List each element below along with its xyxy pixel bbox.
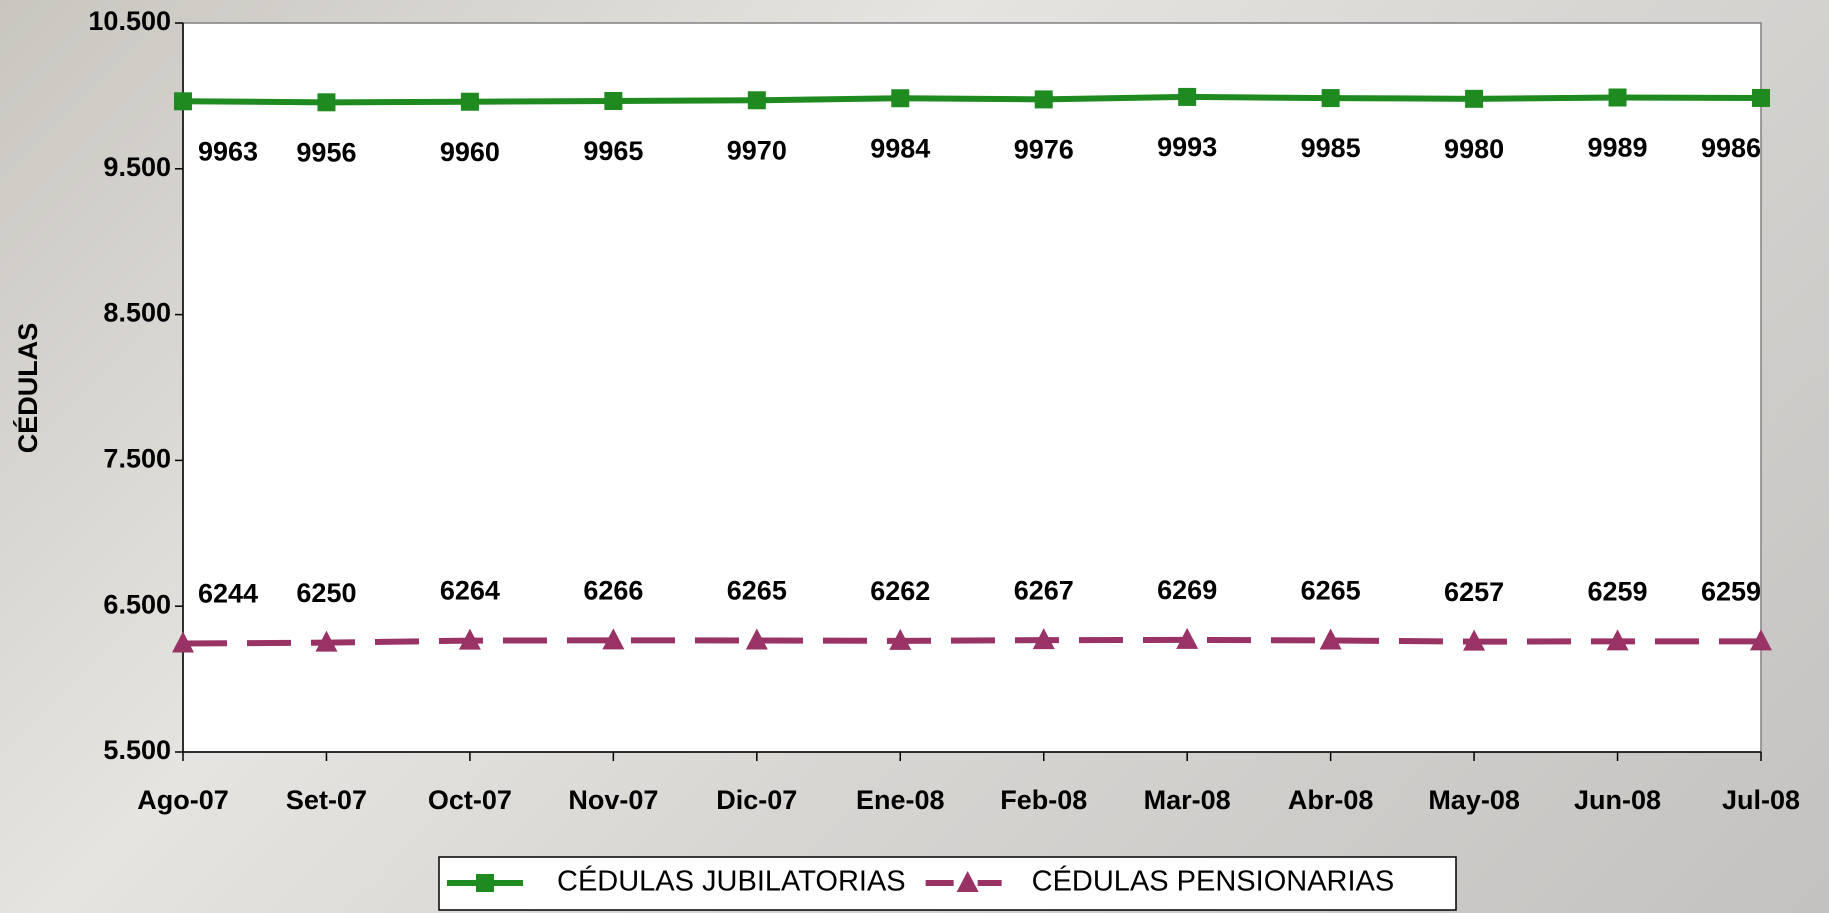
x-tick-label: Feb-08 bbox=[1000, 785, 1087, 815]
data-label: 9970 bbox=[727, 135, 787, 165]
data-label: 6257 bbox=[1444, 577, 1504, 607]
data-label: 6265 bbox=[727, 576, 787, 606]
data-label: 6264 bbox=[440, 576, 500, 606]
series-line bbox=[182, 93, 1762, 106]
data-point bbox=[602, 628, 625, 650]
x-tick-label: Nov-07 bbox=[568, 785, 658, 815]
y-tick-label: 5.500 bbox=[103, 735, 171, 765]
x-tick-label: May-08 bbox=[1428, 785, 1520, 815]
data-label: 9984 bbox=[870, 133, 930, 163]
data-point bbox=[891, 89, 910, 108]
data-point bbox=[1608, 88, 1627, 107]
data-point bbox=[1750, 629, 1772, 651]
y-tick-label: 9.500 bbox=[103, 152, 171, 182]
data-point bbox=[460, 92, 479, 111]
data-point bbox=[889, 628, 912, 650]
data-point bbox=[174, 92, 192, 111]
data-point bbox=[1034, 90, 1053, 109]
data-point bbox=[1465, 89, 1484, 108]
y-tick-label: 7.500 bbox=[103, 444, 171, 474]
x-tick-label: Ene-08 bbox=[856, 785, 945, 815]
data-label: 6259 bbox=[1701, 576, 1761, 606]
x-tick-label: Jun-08 bbox=[1574, 785, 1661, 815]
y-tick-label: 10.500 bbox=[88, 6, 171, 36]
data-label: 6267 bbox=[1014, 575, 1074, 605]
data-point bbox=[172, 631, 194, 653]
data-point bbox=[1178, 87, 1197, 106]
legend-marker bbox=[476, 874, 494, 892]
data-label: 9989 bbox=[1588, 133, 1648, 163]
data-point bbox=[317, 93, 336, 112]
data-label: 9985 bbox=[1301, 133, 1361, 163]
data-point bbox=[1606, 629, 1629, 651]
y-tick-label: 6.500 bbox=[103, 589, 171, 619]
data-point bbox=[1176, 627, 1199, 649]
data-label: 9976 bbox=[1014, 135, 1074, 165]
data-point bbox=[747, 91, 766, 110]
legend-label: CÉDULAS PENSIONARIAS bbox=[1032, 865, 1395, 898]
data-label: 6265 bbox=[1301, 576, 1361, 606]
plot-area bbox=[182, 22, 1762, 753]
data-label: 6244 bbox=[198, 579, 258, 609]
data-point bbox=[1032, 628, 1055, 650]
data-label: 6262 bbox=[870, 576, 930, 606]
data-label: 9993 bbox=[1157, 132, 1217, 162]
series-line bbox=[182, 636, 1761, 647]
data-label: 6266 bbox=[583, 575, 643, 605]
data-label: 9956 bbox=[296, 137, 356, 167]
data-label: 6259 bbox=[1588, 576, 1648, 606]
data-label: 6250 bbox=[296, 578, 356, 608]
data-point bbox=[1321, 89, 1340, 108]
data-point bbox=[315, 630, 338, 652]
x-tick-label: Ago-07 bbox=[137, 785, 229, 815]
y-tick-label: 8.500 bbox=[103, 298, 171, 328]
x-tick-label: Oct-07 bbox=[428, 785, 512, 815]
data-point bbox=[1752, 88, 1770, 107]
data-point bbox=[745, 628, 768, 650]
data-point bbox=[604, 92, 623, 111]
x-tick-label: Mar-08 bbox=[1144, 785, 1231, 815]
data-label: 9980 bbox=[1444, 134, 1504, 164]
data-label: 9965 bbox=[583, 136, 643, 166]
legend-marker bbox=[956, 871, 979, 892]
data-label: 9963 bbox=[198, 136, 258, 166]
y-axis-label: CÉDULAS bbox=[12, 323, 43, 454]
data-point bbox=[1463, 629, 1486, 651]
legend-label: CÉDULAS JUBILATORIAS bbox=[557, 865, 906, 898]
x-tick-label: Dic-07 bbox=[716, 785, 797, 815]
data-label: 6269 bbox=[1157, 575, 1217, 605]
data-point bbox=[458, 628, 481, 650]
data-label: 9960 bbox=[440, 137, 500, 167]
data-label: 9986 bbox=[1701, 133, 1761, 163]
data-point bbox=[1319, 628, 1342, 650]
x-tick-label: Abr-08 bbox=[1288, 785, 1374, 815]
x-tick-label: Set-07 bbox=[286, 785, 367, 815]
x-tick-label: Jul-08 bbox=[1722, 785, 1800, 815]
